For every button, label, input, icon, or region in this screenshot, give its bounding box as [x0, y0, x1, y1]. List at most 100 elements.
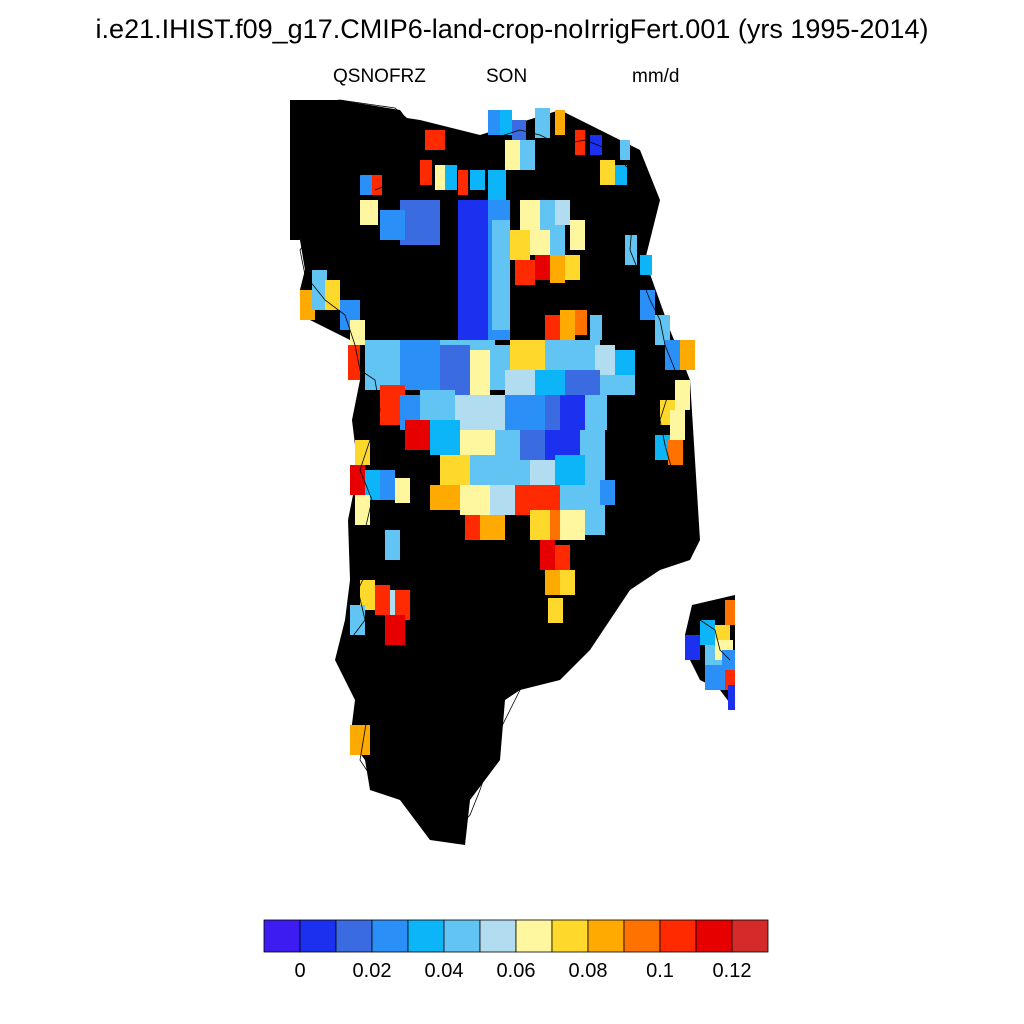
map-cell — [510, 230, 530, 260]
map-cell — [620, 140, 630, 160]
colorbar-box — [371, 919, 409, 953]
map-cell — [460, 485, 490, 515]
map-cell — [728, 685, 735, 710]
map-cell — [360, 200, 378, 225]
map-cell — [405, 420, 430, 450]
map-cell — [385, 615, 405, 645]
map-cell — [488, 170, 506, 200]
colorbar-box — [263, 919, 301, 953]
map-cell — [510, 340, 545, 375]
colorbar-box — [623, 919, 661, 953]
map-cell — [425, 130, 445, 150]
map-cell — [355, 440, 370, 465]
map-cell — [395, 590, 410, 620]
map-cell — [670, 410, 685, 440]
colorbar-tick-label: 0.08 — [568, 960, 608, 982]
map-cell — [585, 455, 605, 485]
map-cell — [490, 485, 515, 515]
colorbar-box — [515, 919, 553, 953]
coastline — [295, 99, 731, 833]
map-cells — [290, 100, 735, 845]
map-cell — [300, 290, 315, 320]
map-cell — [555, 200, 570, 225]
colorbar-box — [695, 919, 733, 953]
map-cell — [385, 530, 400, 560]
map-cell — [585, 510, 605, 535]
map-cell — [520, 430, 545, 460]
map-cell — [590, 135, 602, 155]
colorbar-tick-label: 0 — [294, 960, 306, 982]
map-cell — [595, 345, 615, 375]
map-cell — [488, 110, 500, 135]
map-cell — [395, 478, 410, 503]
map-cell — [550, 255, 565, 283]
colorbar-box — [587, 919, 625, 953]
map-cell — [700, 620, 715, 645]
map-cell — [420, 160, 432, 185]
map-cell — [530, 230, 550, 255]
map-cell — [615, 350, 635, 380]
map-cell — [350, 725, 370, 755]
map-cell — [530, 460, 555, 485]
map-cell — [470, 170, 485, 190]
map-cell — [560, 570, 575, 595]
map-cell — [565, 255, 580, 280]
map-cell — [372, 175, 382, 195]
map-cell — [560, 395, 585, 430]
map-cell — [555, 110, 565, 135]
map-cell — [560, 310, 575, 340]
map-cell — [435, 165, 445, 190]
map-cell — [615, 165, 627, 185]
map-cell — [640, 255, 652, 275]
map-cell — [555, 545, 570, 570]
map-cell — [440, 345, 470, 395]
map-cell — [380, 210, 405, 240]
map-cell — [465, 515, 480, 540]
map-cell — [515, 260, 535, 285]
map-cell — [470, 350, 490, 395]
map-cell — [350, 605, 365, 635]
colorbar-tick-label: 0.12 — [712, 960, 752, 982]
map-cell — [520, 200, 540, 230]
map-cell — [540, 200, 555, 230]
colorbar-box — [659, 919, 697, 953]
map-cell — [480, 515, 505, 540]
map-cell — [655, 435, 670, 460]
map-cell — [570, 220, 585, 250]
map-cell — [492, 220, 510, 330]
map-cell — [545, 570, 560, 595]
map-cell — [458, 170, 468, 195]
map-cell — [505, 140, 520, 170]
map-cell — [360, 175, 372, 195]
map-cell — [505, 395, 545, 430]
variable-label: QSNOFRZ — [333, 66, 426, 87]
map-cell — [530, 510, 550, 540]
map-cell — [430, 420, 460, 455]
map-cell — [380, 470, 395, 500]
map-cell — [400, 200, 440, 245]
colorbar-tick-label: 0.02 — [352, 960, 392, 982]
map-cell — [685, 635, 700, 660]
map-cell — [545, 340, 570, 370]
map-cell — [675, 380, 690, 410]
map-cell — [600, 375, 635, 395]
map-cell — [355, 495, 370, 525]
map-cell — [548, 598, 563, 623]
map-cell — [290, 100, 415, 240]
map-cell — [520, 140, 535, 170]
map-cell — [722, 650, 735, 675]
map-cell — [455, 395, 505, 435]
map-cell — [600, 160, 615, 185]
map-cell — [440, 455, 470, 485]
map-cell — [705, 665, 725, 690]
map-cell — [540, 485, 560, 515]
colorbar-tick-label: 0.04 — [424, 960, 464, 982]
map-cell — [585, 395, 607, 430]
map-cell — [500, 110, 512, 135]
map-cell — [360, 580, 375, 610]
plot-title: i.e21.IHIST.f09_g17.CMIP6-land-crop-noIr… — [95, 14, 929, 44]
map-cell — [575, 310, 587, 335]
map-cell — [535, 108, 550, 138]
map-cell — [725, 670, 735, 690]
